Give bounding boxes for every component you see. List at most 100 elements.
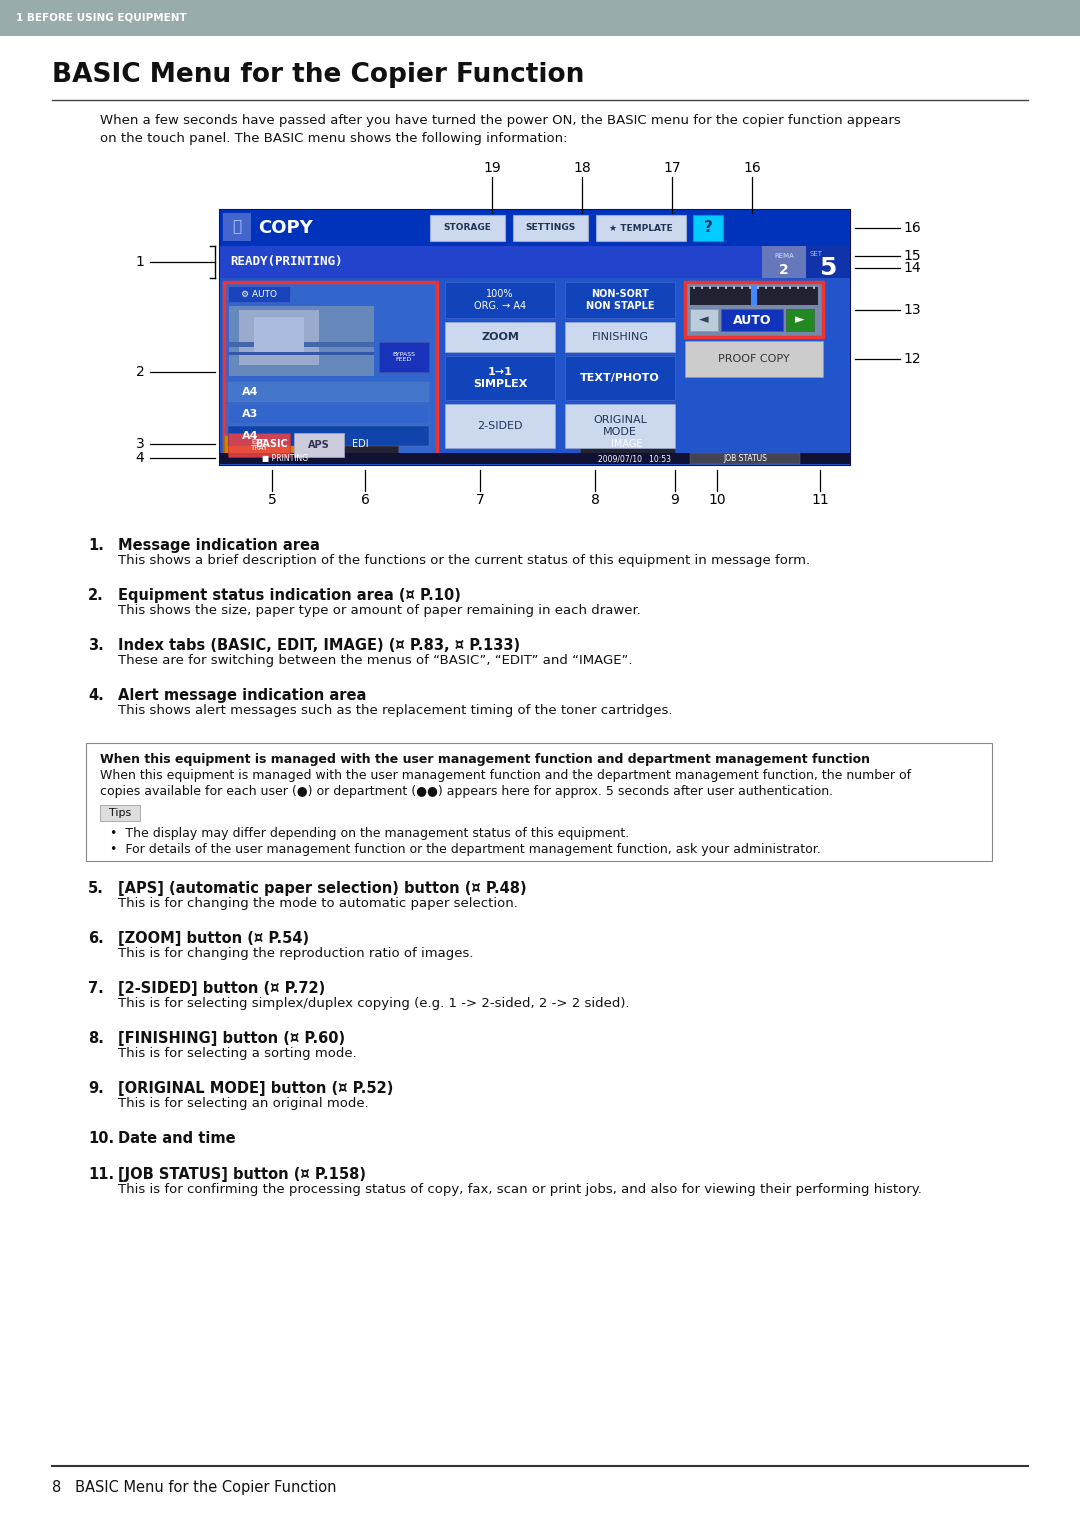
Text: 3: 3 xyxy=(136,437,145,451)
Text: EXIT
TRAY: EXIT TRAY xyxy=(251,439,268,451)
Bar xyxy=(220,278,850,465)
Bar xyxy=(513,215,588,241)
Text: 16: 16 xyxy=(743,160,761,176)
Text: APS: APS xyxy=(308,440,329,451)
Text: READY(PRINTING): READY(PRINTING) xyxy=(230,255,342,269)
Text: 1.: 1. xyxy=(87,538,104,553)
Bar xyxy=(100,805,140,821)
Text: 2: 2 xyxy=(136,365,145,379)
Text: PROOF COPY: PROOF COPY xyxy=(718,354,789,364)
Text: 17: 17 xyxy=(663,160,680,176)
Bar xyxy=(224,283,437,461)
Text: This is for changing the mode to automatic paper selection.: This is for changing the mode to automat… xyxy=(118,897,518,911)
Text: ?: ? xyxy=(703,220,713,235)
Text: STORAGE: STORAGE xyxy=(443,223,491,232)
Bar xyxy=(445,403,555,448)
Bar xyxy=(690,452,800,465)
Text: BASIC Menu for the Copier Function: BASIC Menu for the Copier Function xyxy=(52,63,584,89)
Text: SETTINGS: SETTINGS xyxy=(525,223,576,232)
Text: [ZOOM] button (¤ P.54): [ZOOM] button (¤ P.54) xyxy=(118,931,309,946)
Text: This is for confirming the processing status of copy, fax, scan or print jobs, a: This is for confirming the processing st… xyxy=(118,1183,922,1196)
Text: on the touch panel. The BASIC menu shows the following information:: on the touch panel. The BASIC menu shows… xyxy=(100,131,567,145)
Bar xyxy=(813,286,815,289)
Text: 15: 15 xyxy=(903,249,920,263)
Text: Alert message indication area: Alert message indication area xyxy=(118,688,366,703)
Text: [ORIGINAL MODE] button (¤ P.52): [ORIGINAL MODE] button (¤ P.52) xyxy=(118,1080,393,1096)
Text: 11.: 11. xyxy=(87,1167,114,1183)
Bar xyxy=(220,246,762,278)
Text: 1→1
SIMPLEX: 1→1 SIMPLEX xyxy=(473,367,527,388)
Bar xyxy=(565,322,675,351)
Text: 2-SIDED: 2-SIDED xyxy=(477,422,523,431)
Bar xyxy=(228,286,291,303)
Text: 2: 2 xyxy=(779,263,788,277)
Text: FINISHING: FINISHING xyxy=(592,332,648,342)
Text: 6: 6 xyxy=(361,494,369,507)
Text: When this equipment is managed with the user management function and department : When this equipment is managed with the … xyxy=(100,753,870,766)
Bar xyxy=(721,309,783,332)
Text: Index tabs (BASIC, EDIT, IMAGE) (¤ P.83, ¤ P.133): Index tabs (BASIC, EDIT, IMAGE) (¤ P.83,… xyxy=(118,639,521,652)
Text: 8: 8 xyxy=(591,494,599,507)
Bar xyxy=(229,351,374,354)
Text: A3: A3 xyxy=(242,410,258,419)
Bar xyxy=(805,286,807,289)
Text: ★ TEMPLATE: ★ TEMPLATE xyxy=(609,223,673,232)
Bar xyxy=(86,743,993,860)
Text: [APS] (automatic paper selection) button (¤ P.48): [APS] (automatic paper selection) button… xyxy=(118,882,527,895)
Text: copies available for each user (●) or department (●●) appears here for approx. 5: copies available for each user (●) or de… xyxy=(100,785,833,798)
Bar xyxy=(781,286,783,289)
Text: BYPASS
FEED: BYPASS FEED xyxy=(392,351,416,362)
Bar xyxy=(741,286,743,289)
Text: 5: 5 xyxy=(268,494,276,507)
Text: AUTO: AUTO xyxy=(732,313,771,327)
Bar xyxy=(797,286,799,289)
Text: 8.: 8. xyxy=(87,1031,104,1047)
Bar xyxy=(445,283,555,318)
Text: ►: ► xyxy=(795,313,805,327)
Text: These are for switching between the menus of “BASIC”, “EDIT” and “IMAGE”.: These are for switching between the menu… xyxy=(118,654,633,668)
Text: [JOB STATUS] button (¤ P.158): [JOB STATUS] button (¤ P.158) xyxy=(118,1167,366,1183)
Text: 8   BASIC Menu for the Copier Function: 8 BASIC Menu for the Copier Function xyxy=(52,1481,337,1494)
Bar xyxy=(220,209,850,465)
Text: 5.: 5. xyxy=(87,882,104,895)
Text: 9.: 9. xyxy=(87,1080,104,1096)
Text: A4: A4 xyxy=(242,387,258,397)
Text: 19: 19 xyxy=(483,160,501,176)
Text: 100%
ORG. → A4: 100% ORG. → A4 xyxy=(474,289,526,310)
Text: 10: 10 xyxy=(708,494,726,507)
Text: 9: 9 xyxy=(671,494,679,507)
Bar xyxy=(685,283,823,338)
Bar xyxy=(762,246,806,278)
Bar xyxy=(580,435,675,452)
Bar xyxy=(222,212,251,241)
Bar xyxy=(228,403,429,423)
Text: Equipment status indication area (¤ P.10): Equipment status indication area (¤ P.10… xyxy=(118,588,461,604)
Bar xyxy=(693,286,696,289)
Bar xyxy=(228,432,291,457)
Bar xyxy=(220,209,850,246)
Text: 4.: 4. xyxy=(87,688,104,703)
Text: •  The display may differ depending on the management status of this equipment.: • The display may differ depending on th… xyxy=(110,827,630,840)
Text: ⚙ AUTO: ⚙ AUTO xyxy=(241,289,276,298)
Bar xyxy=(708,286,711,289)
Text: 7.: 7. xyxy=(87,981,104,996)
Text: 4: 4 xyxy=(136,451,145,465)
Bar xyxy=(806,246,850,278)
Text: Tips: Tips xyxy=(109,808,131,817)
Text: 10.: 10. xyxy=(87,1131,114,1146)
Text: 7: 7 xyxy=(475,494,484,507)
Text: This is for selecting a sorting mode.: This is for selecting a sorting mode. xyxy=(118,1047,356,1060)
Bar xyxy=(690,287,818,306)
Bar xyxy=(565,356,675,400)
Text: This shows a brief description of the functions or the current status of this eq: This shows a brief description of the fu… xyxy=(118,555,810,567)
Text: 11: 11 xyxy=(811,494,828,507)
Bar xyxy=(725,286,727,289)
Bar xyxy=(323,435,399,452)
Text: 18: 18 xyxy=(573,160,591,176)
Bar xyxy=(765,286,767,289)
Text: When this equipment is managed with the user management function and the departm: When this equipment is managed with the … xyxy=(100,769,912,782)
Bar xyxy=(228,426,429,446)
Text: 6.: 6. xyxy=(87,931,104,946)
Text: •  For details of the user management function or the department management func: • For details of the user management fun… xyxy=(110,843,821,856)
Bar xyxy=(596,215,686,241)
